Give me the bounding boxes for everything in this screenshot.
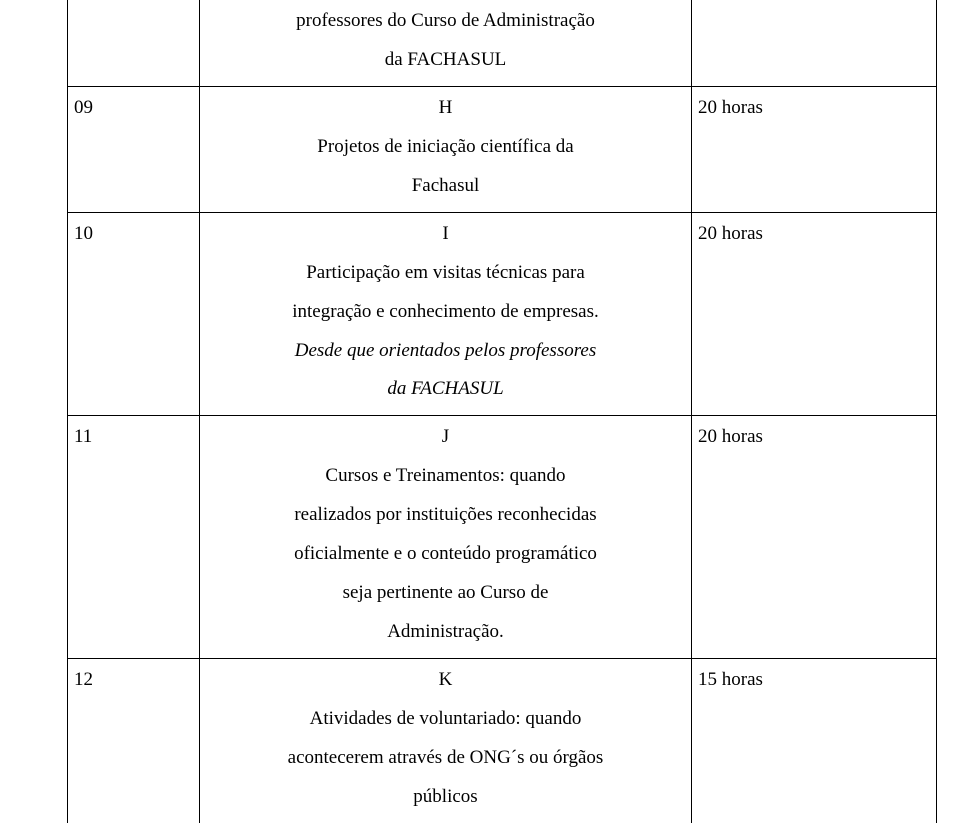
row-hours-cell: 20 horas [692,416,937,659]
page: professores do Curso de Administração da… [0,0,960,818]
row-number-cell [68,0,200,86]
row-hours-cell: 20 horas [692,86,937,212]
row-hours-cell [692,0,937,86]
desc-line: integração e conhecimento de empresas. [206,293,685,332]
table-row: 11 J Cursos e Treinamentos: quando reali… [68,416,937,659]
desc-line: Projetos de iniciação científica da [206,128,685,167]
row-number-cell: 09 [68,86,200,212]
desc-line: Desde que orientados pelos professores [206,332,685,371]
desc-line: seja pertinente ao Curso de [206,574,685,613]
section-letter: K [206,661,685,700]
desc-line: professores do Curso de Administração [206,2,685,41]
content-table: professores do Curso de Administração da… [67,0,937,823]
desc-line: Fachasul [206,167,685,206]
desc-line: Participação em visitas técnicas para [206,254,685,293]
desc-line: oficialmente e o conteúdo programático [206,535,685,574]
row-description-cell: K Atividades de voluntariado: quando aco… [200,659,692,823]
desc-line: da FACHASUL [206,41,685,80]
row-description-cell: I Participação em visitas técnicas para … [200,212,692,416]
row-description-cell: H Projetos de iniciação científica da Fa… [200,86,692,212]
row-number-cell: 12 [68,659,200,823]
table-row: professores do Curso de Administração da… [68,0,937,86]
section-letter: I [206,215,685,254]
row-hours-cell: 20 horas [692,212,937,416]
desc-line: Administração. [206,613,685,652]
table-row: 09 H Projetos de iniciação científica da… [68,86,937,212]
desc-line: da FACHASUL [206,370,685,409]
desc-line: Atividades de voluntariado: quando [206,700,685,739]
table-row: 10 I Participação em visitas técnicas pa… [68,212,937,416]
desc-line: Cursos e Treinamentos: quando [206,457,685,496]
desc-line: públicos [206,778,685,817]
desc-line: realizados por instituições reconhecidas [206,496,685,535]
row-description-cell: professores do Curso de Administração da… [200,0,692,86]
desc-line: acontecerem através de ONG´s ou órgãos [206,739,685,778]
row-number-cell: 10 [68,212,200,416]
table-row: 12 K Atividades de voluntariado: quando … [68,659,937,823]
row-description-cell: J Cursos e Treinamentos: quando realizad… [200,416,692,659]
row-hours-cell: 15 horas [692,659,937,823]
row-number-cell: 11 [68,416,200,659]
section-letter: H [206,89,685,128]
section-letter: J [206,418,685,457]
